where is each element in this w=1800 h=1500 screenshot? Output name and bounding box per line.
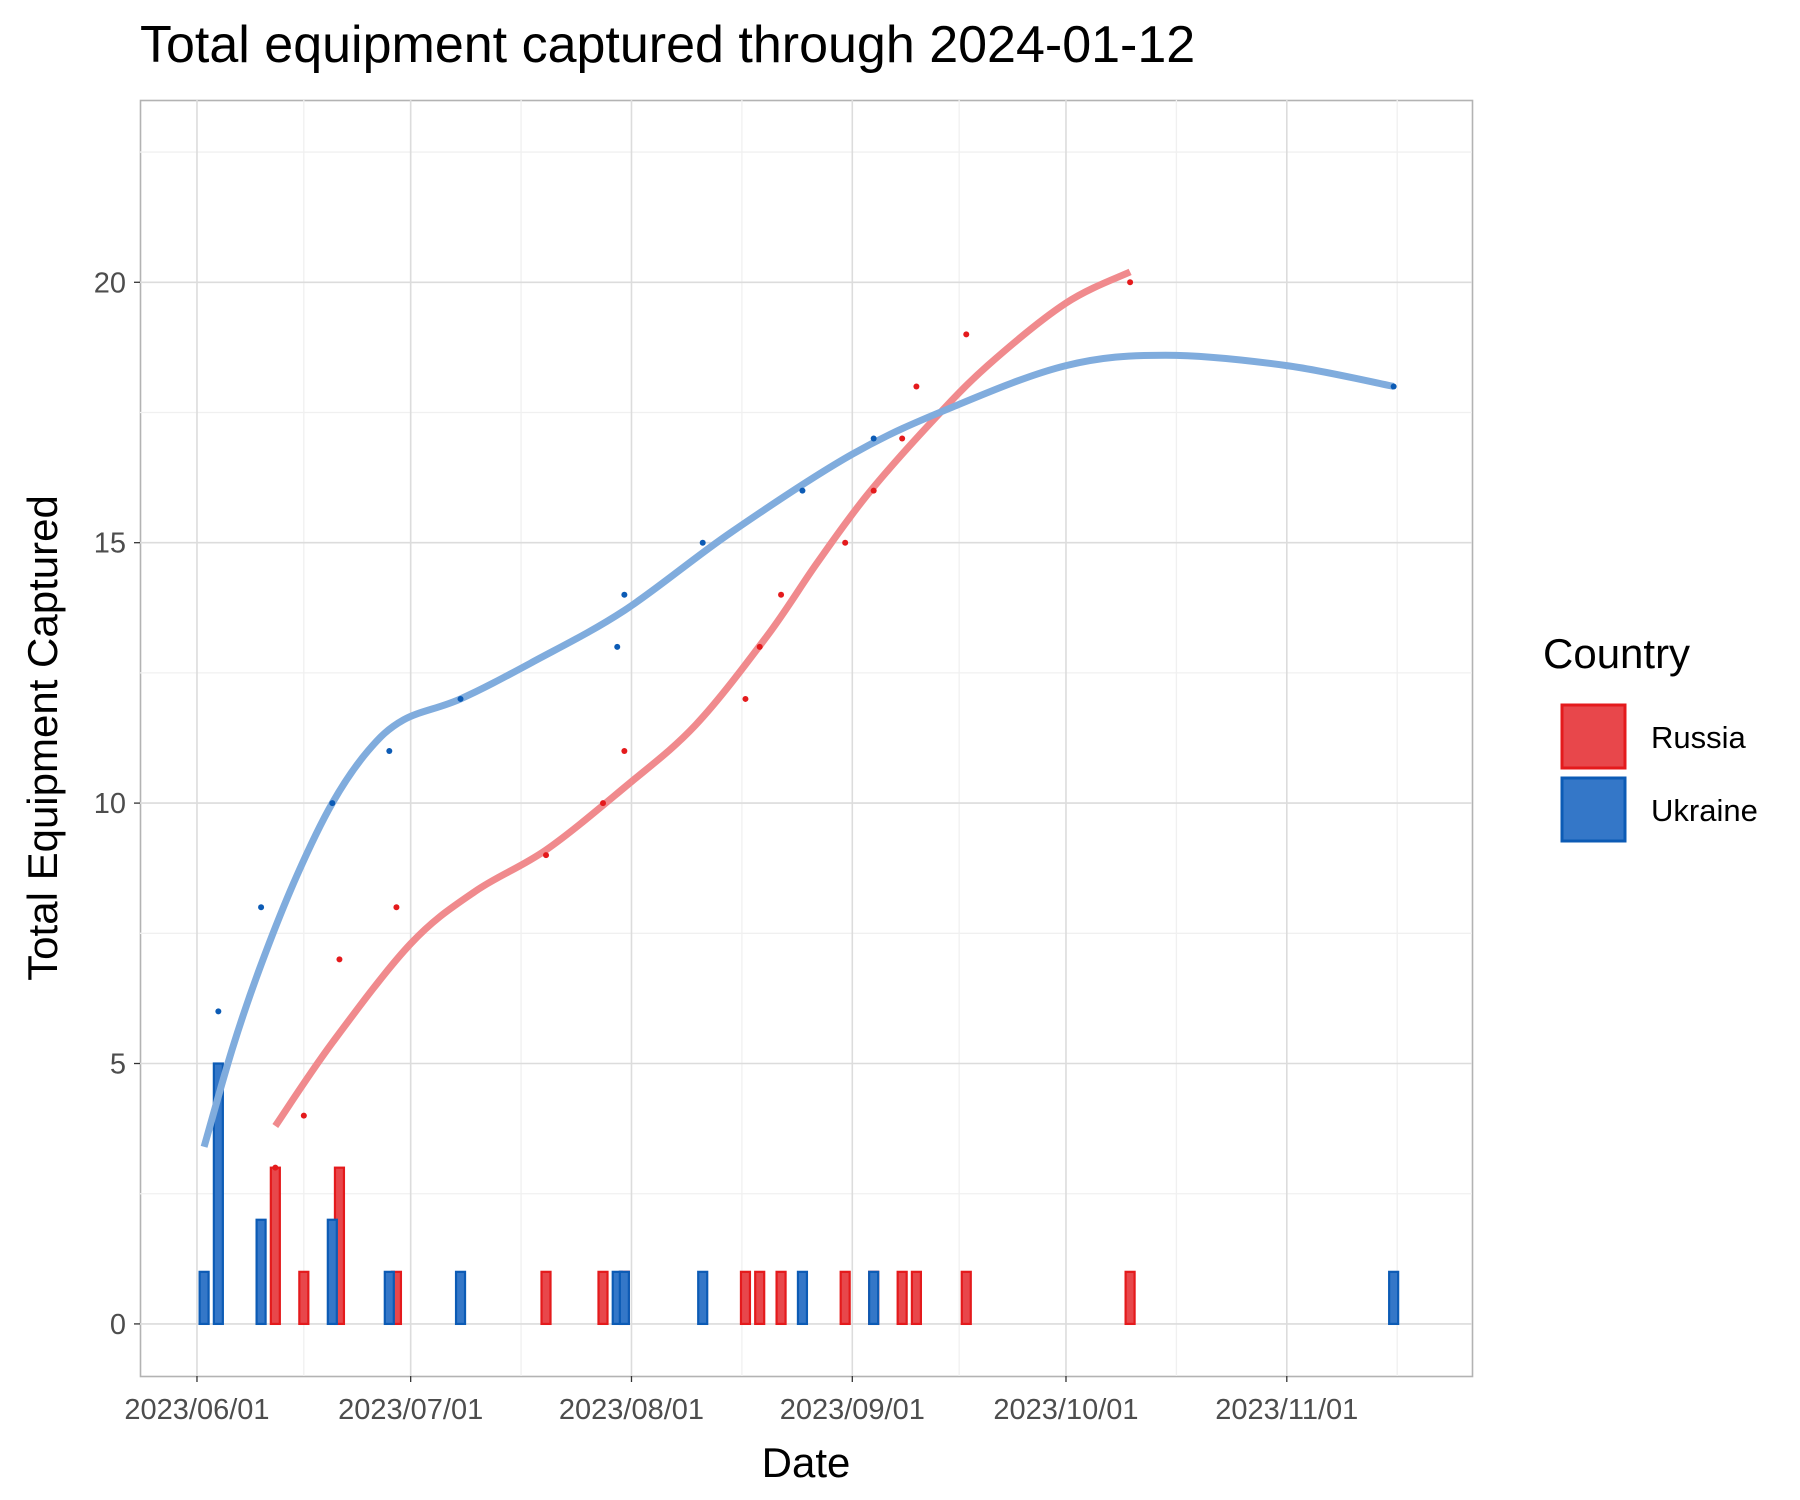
x-tick-label: 2023/08/01 xyxy=(559,1394,704,1426)
x-tick-label: 2023/06/01 xyxy=(124,1394,269,1426)
point-ukraine xyxy=(457,695,464,702)
x-axis-ticks: 2023/06/01 2023/07/01 2023/08/01 2023/09/01… xyxy=(124,1376,1358,1426)
bar-ukraine xyxy=(383,1270,395,1326)
point-russia xyxy=(742,695,749,702)
point-russia xyxy=(543,852,550,859)
smooth-line-ukraine xyxy=(200,351,1395,1148)
y-axis-ticks: 0 5 10 15 20 xyxy=(94,267,140,1341)
point-russia xyxy=(336,956,343,963)
point-ukraine xyxy=(799,487,806,494)
bar-ukraine xyxy=(697,1270,709,1326)
legend-key-ukraine xyxy=(1560,776,1627,843)
point-russia xyxy=(621,748,628,755)
bar-ukraine xyxy=(618,1270,630,1326)
bar-ukraine xyxy=(198,1270,210,1326)
bar-ukraine xyxy=(796,1270,809,1326)
x-axis-title: Date xyxy=(762,1439,851,1486)
point-ukraine xyxy=(329,800,336,807)
point-russia xyxy=(272,1164,279,1171)
point-russia xyxy=(899,435,906,442)
bar-russia xyxy=(960,1270,972,1326)
cumulative-points xyxy=(215,279,1397,1171)
bar-ukraine xyxy=(868,1270,880,1326)
point-russia xyxy=(963,331,970,338)
y-tick-label: 20 xyxy=(94,267,126,299)
point-ukraine xyxy=(1390,383,1397,390)
point-ukraine xyxy=(614,643,621,650)
point-ukraine xyxy=(258,904,265,911)
y-tick-label: 10 xyxy=(94,788,126,820)
bar-ukraine xyxy=(212,1062,224,1326)
grid-lines xyxy=(140,100,1472,1376)
legend-key-russia xyxy=(1560,703,1627,770)
point-ukraine xyxy=(621,591,628,598)
bar-russia xyxy=(896,1270,908,1326)
chart-title: Total equipment captured through 2024-01… xyxy=(140,16,1195,74)
x-tick-label: 2023/11/01 xyxy=(1215,1394,1358,1426)
point-russia xyxy=(778,591,785,598)
point-ukraine xyxy=(215,1008,222,1015)
plot-panel-border xyxy=(139,99,1474,1378)
bar-russia xyxy=(910,1270,923,1326)
x-tick-label: 2023/10/01 xyxy=(993,1394,1138,1426)
x-tick-label: 2023/09/01 xyxy=(780,1394,925,1426)
bar-russia xyxy=(839,1270,851,1326)
y-tick-label: 15 xyxy=(94,528,126,560)
bar-ukraine xyxy=(326,1218,338,1326)
legend-title: Country xyxy=(1543,630,1690,677)
bar-ukraine xyxy=(255,1218,267,1326)
x-tick-label: 2023/07/01 xyxy=(338,1394,483,1426)
point-russia xyxy=(599,800,606,807)
point-russia xyxy=(393,904,400,911)
point-russia xyxy=(870,487,877,494)
bar-russia xyxy=(298,1270,310,1326)
bar-russia xyxy=(775,1270,787,1326)
y-tick-label: 0 xyxy=(110,1309,126,1341)
point-ukraine xyxy=(699,539,706,546)
smooth-line-russia xyxy=(272,268,1132,1128)
point-ukraine xyxy=(386,748,393,755)
point-russia xyxy=(913,383,920,390)
point-russia xyxy=(300,1112,307,1119)
bar-russia xyxy=(754,1270,766,1326)
point-russia xyxy=(1127,279,1134,286)
y-axis-title: Total Equipment Captured xyxy=(19,495,66,981)
bar-russia xyxy=(269,1166,281,1326)
smooth-lines xyxy=(200,268,1395,1148)
legend-label-russia: Russia xyxy=(1651,720,1747,755)
bar-russia xyxy=(739,1270,752,1326)
point-ukraine xyxy=(870,435,877,442)
bar-russia xyxy=(540,1270,552,1326)
bar-ukraine xyxy=(1388,1270,1400,1326)
bar-ukraine xyxy=(454,1270,467,1326)
point-russia xyxy=(842,539,849,546)
legend: Country Russia Ukraine xyxy=(1543,630,1758,843)
bar-russia xyxy=(1124,1270,1136,1326)
y-tick-label: 5 xyxy=(110,1049,126,1081)
bar-russia xyxy=(597,1270,609,1326)
point-russia xyxy=(756,643,763,650)
legend-label-ukraine: Ukraine xyxy=(1651,793,1758,828)
